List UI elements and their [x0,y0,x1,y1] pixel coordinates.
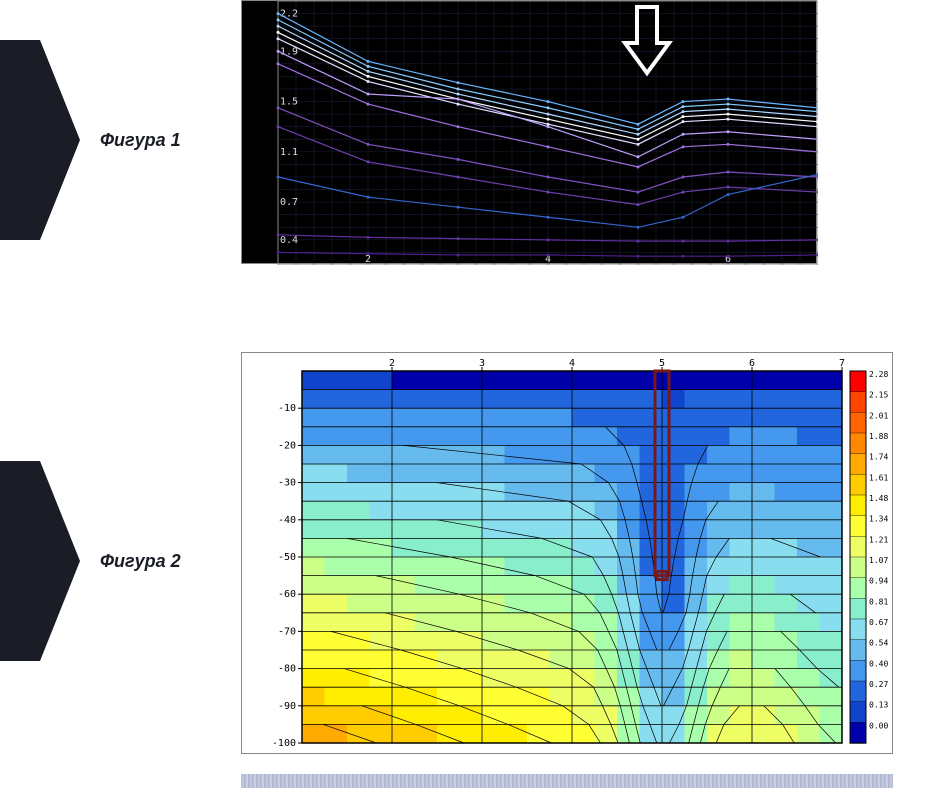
svg-text:-20: -20 [278,440,296,451]
svg-text:-30: -30 [278,478,296,489]
svg-text:0.94: 0.94 [869,577,888,586]
svg-text:-50: -50 [278,552,296,563]
svg-text:0.13: 0.13 [869,701,888,710]
svg-text:2.15: 2.15 [869,391,888,400]
section-marker-2 [0,461,40,661]
svg-text:-60: -60 [278,589,296,600]
svg-text:1.07: 1.07 [869,556,888,565]
svg-text:1.9: 1.9 [280,46,298,57]
svg-text:0.54: 0.54 [869,639,888,648]
svg-text:0.67: 0.67 [869,618,888,627]
noise-strip [241,774,893,788]
figure2-label: Фигура 2 [100,551,181,572]
line-chart: 0.40.71.11.51.92.2246 [242,1,818,265]
svg-text:-10: -10 [278,403,296,414]
svg-text:2.28: 2.28 [869,370,888,379]
svg-text:-100: -100 [272,738,296,749]
svg-text:0.27: 0.27 [869,680,888,689]
svg-text:0.40: 0.40 [869,659,888,668]
figure1-label: Фигура 1 [100,130,181,151]
arrow-down-icon [625,7,669,73]
svg-text:0.7: 0.7 [280,197,298,208]
heatmap-chart: 234567-10-20-30-40-50-60-70-80-90-1002.2… [242,353,894,755]
section-marker-1 [0,40,40,240]
svg-text:0.4: 0.4 [280,235,298,246]
svg-text:1.74: 1.74 [869,453,888,462]
svg-text:-70: -70 [278,626,296,637]
svg-text:2.2: 2.2 [280,9,298,20]
svg-text:2: 2 [365,254,371,265]
svg-text:2.01: 2.01 [869,411,888,420]
svg-text:-80: -80 [278,664,296,675]
line-chart-panel: 0.40.71.11.51.92.2246 [241,0,817,264]
svg-text:0.81: 0.81 [869,597,888,606]
svg-text:1.34: 1.34 [869,515,888,524]
svg-text:1.48: 1.48 [869,494,888,503]
svg-text:1.5: 1.5 [280,97,298,108]
svg-text:-40: -40 [278,515,296,526]
svg-text:1.21: 1.21 [869,535,888,544]
svg-text:1.1: 1.1 [280,147,298,158]
svg-text:1.88: 1.88 [869,432,888,441]
svg-text:0.00: 0.00 [869,721,888,730]
svg-text:1.61: 1.61 [869,473,888,482]
svg-text:-90: -90 [278,701,296,712]
heatmap-panel: 234567-10-20-30-40-50-60-70-80-90-1002.2… [241,352,893,754]
